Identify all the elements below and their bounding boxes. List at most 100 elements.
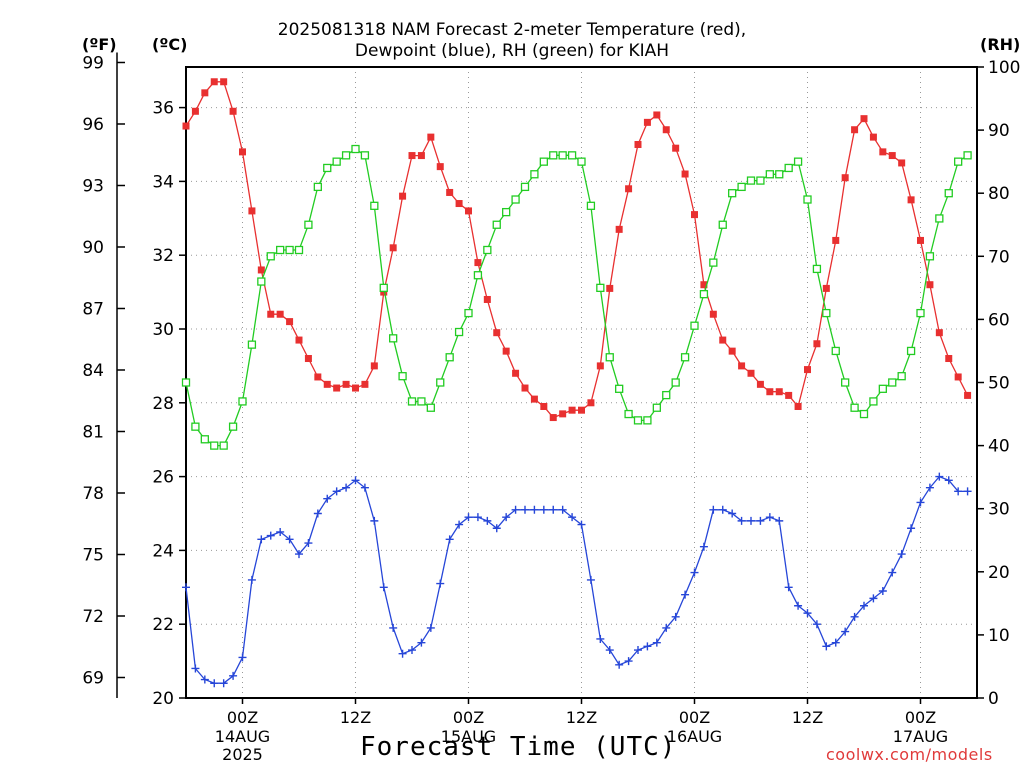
celsius-tick-label: 22: [152, 615, 174, 635]
rh-point: [520, 182, 530, 192]
temperature-point: [436, 163, 444, 171]
dewpoint-point: [803, 609, 812, 618]
rh-point: [925, 252, 935, 261]
x-tick-date-label: 17AUG: [893, 727, 948, 746]
rh-tick-label: 80: [988, 184, 1010, 204]
rh-tick-label: 90: [988, 121, 1010, 141]
fahrenheit-tick-label: 90: [82, 238, 104, 258]
temperature-point: [794, 402, 802, 410]
temperature-point: [822, 284, 830, 292]
dewpoint-point: [954, 487, 963, 496]
dewpoint-point: [709, 505, 718, 514]
rh-point: [803, 195, 812, 204]
dewpoint-point: [586, 575, 595, 584]
dewpoint-point: [860, 601, 868, 610]
temperature-point: [888, 152, 896, 160]
dewpoint-point: [285, 535, 294, 544]
temperature-point: [691, 211, 698, 219]
rh-point: [935, 214, 944, 223]
dewpoint-point: [568, 513, 577, 522]
x-tick-label: 00Z: [453, 708, 484, 727]
credit-link[interactable]: coolwx.com/models: [826, 745, 993, 764]
fahrenheit-tick-label: 96: [82, 115, 104, 135]
dewpoint-point: [521, 505, 529, 514]
dewpoint-point: [351, 476, 360, 485]
celsius-tick-label: 26: [152, 468, 174, 488]
rh-point: [464, 308, 473, 318]
rh-point: [841, 378, 850, 387]
x-tick-label: 12Z: [340, 708, 371, 727]
dewpoint-point: [511, 505, 520, 514]
temperature-point: [210, 78, 218, 86]
temperature-point: [483, 295, 491, 303]
unit-rh-label: (RH): [980, 35, 1021, 54]
rh-line: [185, 148, 968, 447]
rh-tick-label: 0: [988, 689, 999, 709]
x-tick-label: 00Z: [227, 708, 258, 727]
temperature-point: [615, 225, 623, 233]
dewpoint-point: [728, 509, 737, 518]
temperature-point: [399, 192, 407, 200]
temperature-point: [248, 207, 256, 215]
rh-point: [954, 157, 963, 166]
rh-point: [370, 201, 379, 210]
celsius-tick-label: 28: [152, 394, 174, 414]
rh-point: [728, 189, 737, 198]
dewpoint-point: [624, 657, 633, 666]
dewpoint-point: [323, 494, 332, 503]
x-tick-label: 00Z: [679, 708, 710, 727]
rh-point: [624, 409, 633, 419]
rh-point: [718, 220, 727, 229]
dewpoint-point: [765, 513, 774, 522]
temperature-point: [370, 362, 378, 370]
dewpoint-point: [455, 520, 464, 529]
rh-tick-label: 100: [988, 58, 1020, 78]
rh-point: [662, 390, 671, 400]
dewpoint-point: [652, 638, 661, 647]
rh-point: [596, 283, 605, 293]
dewpoint-point: [247, 575, 256, 584]
chart-title-line-2: Dewpoint (blue), RH (green) for KIAH: [354, 41, 670, 61]
celsius-tick-label: 34: [152, 172, 174, 192]
temperature-point: [304, 355, 312, 363]
rh-point: [756, 176, 765, 185]
rh-tick-label: 10: [988, 626, 1010, 646]
dewpoint-point: [662, 623, 671, 632]
temperature-point: [540, 402, 548, 410]
temperature-point: [643, 118, 651, 126]
dewpoint-point: [784, 583, 793, 592]
x-tick-date-label: 14AUG: [215, 727, 270, 746]
rh-point: [680, 353, 690, 362]
dewpoint-point: [699, 542, 708, 551]
temperature-point: [851, 126, 859, 134]
temperature-point: [625, 185, 633, 193]
rh-point: [304, 220, 313, 229]
temperature-point: [587, 399, 595, 407]
rh-point: [643, 416, 652, 425]
dewpoint-point: [483, 516, 492, 525]
temperature-point: [333, 384, 341, 392]
chart-title-line-1: 2025081318 NAM Forecast 2-meter Temperat…: [277, 20, 747, 40]
fahrenheit-tick-label: 75: [82, 545, 104, 565]
rh-point: [492, 220, 501, 229]
dewpoint-point: [794, 601, 803, 610]
dewpoint-point: [944, 476, 953, 485]
rh-point: [652, 403, 661, 412]
rh-point: [219, 441, 228, 450]
fahrenheit-tick-label: 72: [82, 607, 104, 627]
celsius-tick-label: 30: [152, 320, 174, 340]
celsius-tick-label: 20: [152, 689, 174, 709]
rh-point: [210, 441, 219, 450]
rh-point: [181, 378, 191, 387]
temperature-point: [229, 107, 237, 115]
dewpoint-point: [935, 472, 944, 481]
rh-point: [341, 151, 351, 160]
rh-point: [586, 201, 596, 210]
dewpoint-point: [925, 483, 934, 492]
temperature-point: [945, 355, 953, 363]
temperature-point: [493, 329, 501, 337]
temperature-point: [747, 369, 755, 377]
rh-point: [285, 245, 294, 255]
dewpoint-point: [681, 590, 690, 599]
